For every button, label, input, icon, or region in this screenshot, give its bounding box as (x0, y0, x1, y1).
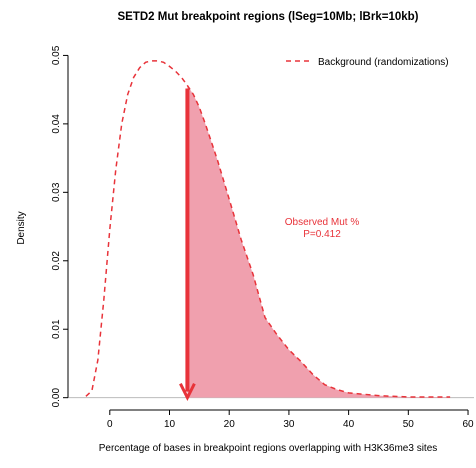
x-axis-label: Percentage of bases in breakpoint region… (99, 443, 438, 454)
y-tick-label: 0.05 (51, 45, 62, 65)
x-tick-label: 10 (164, 419, 176, 430)
x-tick-label: 40 (343, 419, 355, 430)
legend-label: Background (randomizations) (318, 57, 449, 68)
x-tick-label: 20 (224, 419, 236, 430)
y-tick-label: 0.02 (51, 251, 62, 271)
y-tick-label: 0.01 (51, 319, 62, 339)
arrow-head (179, 383, 196, 402)
annotation: P=0.412 (303, 229, 341, 240)
y-tick-label: 0.00 (51, 388, 62, 408)
x-tick-label: 30 (283, 419, 295, 430)
annotation: Observed Mut % (285, 217, 360, 228)
y-tick-label: 0.04 (51, 114, 62, 134)
x-tick-label: 0 (107, 419, 113, 430)
x-tick-label: 50 (403, 419, 415, 430)
legend: Background (randomizations) (286, 57, 449, 68)
x-tick-label: 60 (462, 419, 474, 430)
shaded-area (187, 85, 451, 398)
chart-title: SETD2 Mut breakpoint regions (lSeg=10Mb;… (118, 11, 419, 23)
y-tick-label: 0.03 (51, 182, 62, 202)
y-axis-label: Density (16, 211, 27, 244)
